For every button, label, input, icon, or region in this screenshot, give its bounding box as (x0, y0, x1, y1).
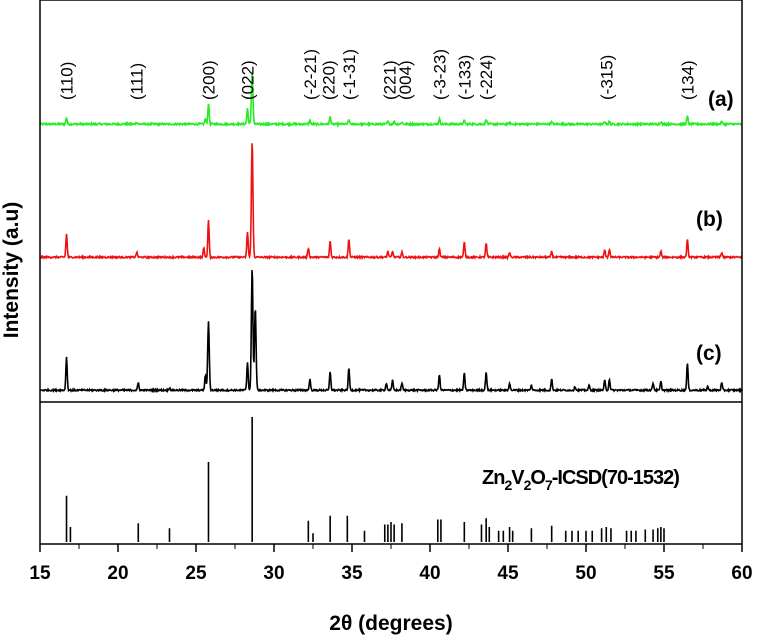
series-line-0 (39, 73, 743, 128)
x-tick-label: 25 (185, 563, 207, 584)
series-label-a: (a) (708, 88, 734, 111)
hkl-label: (022) (239, 60, 258, 100)
series-1 (39, 143, 743, 261)
hkl-label: (111) (128, 63, 147, 100)
hkl-label: (134) (678, 60, 697, 100)
hkl-label: (-3-23) (430, 49, 449, 100)
hkl-label: (110) (58, 62, 77, 100)
x-tick-label: 40 (419, 563, 440, 584)
hkl-label: (200) (200, 60, 219, 100)
hkl-label: (004) (396, 60, 415, 100)
reference-label: Zn2V2O7-ICSD(70-1532) (482, 467, 679, 493)
hkl-label: (-1-31) (340, 49, 359, 100)
series-label-c: (c) (696, 342, 722, 365)
x-tick-label: 45 (497, 563, 519, 584)
series-2 (39, 270, 743, 394)
x-tick-label: 55 (653, 563, 675, 584)
series-layer (39, 73, 743, 394)
series-line-2 (39, 270, 743, 394)
x-tick-label: 30 (263, 563, 284, 584)
hkl-label: (-315) (597, 55, 616, 100)
series-label-b: (b) (696, 208, 723, 231)
x-tick-label: 15 (29, 563, 51, 584)
series-0 (39, 73, 743, 128)
hkl-label: (-2-21) (301, 49, 320, 100)
x-tick-label: 60 (731, 563, 752, 584)
x-tick-label: 50 (575, 563, 596, 584)
reference-lines (65, 417, 665, 542)
x-tick-label: 35 (341, 563, 363, 584)
x-axis: 15 20 25 30 35 40 45 50 55 60 (29, 544, 753, 584)
hkl-label: (-133) (455, 55, 474, 100)
hkl-label: (-224) (477, 55, 496, 100)
series-line-1 (39, 143, 743, 261)
hkl-label: (220) (320, 60, 339, 100)
y-axis-title: Intensity (a.u) (0, 202, 23, 339)
x-tick-label: 20 (107, 563, 128, 584)
x-axis-title: 2θ (degrees) (329, 612, 452, 635)
hkl-label: (221) (380, 60, 399, 100)
hkl-annotations: (110) (111) (200) (022) (-2-21) (220) (-1-31) (… (58, 49, 698, 100)
